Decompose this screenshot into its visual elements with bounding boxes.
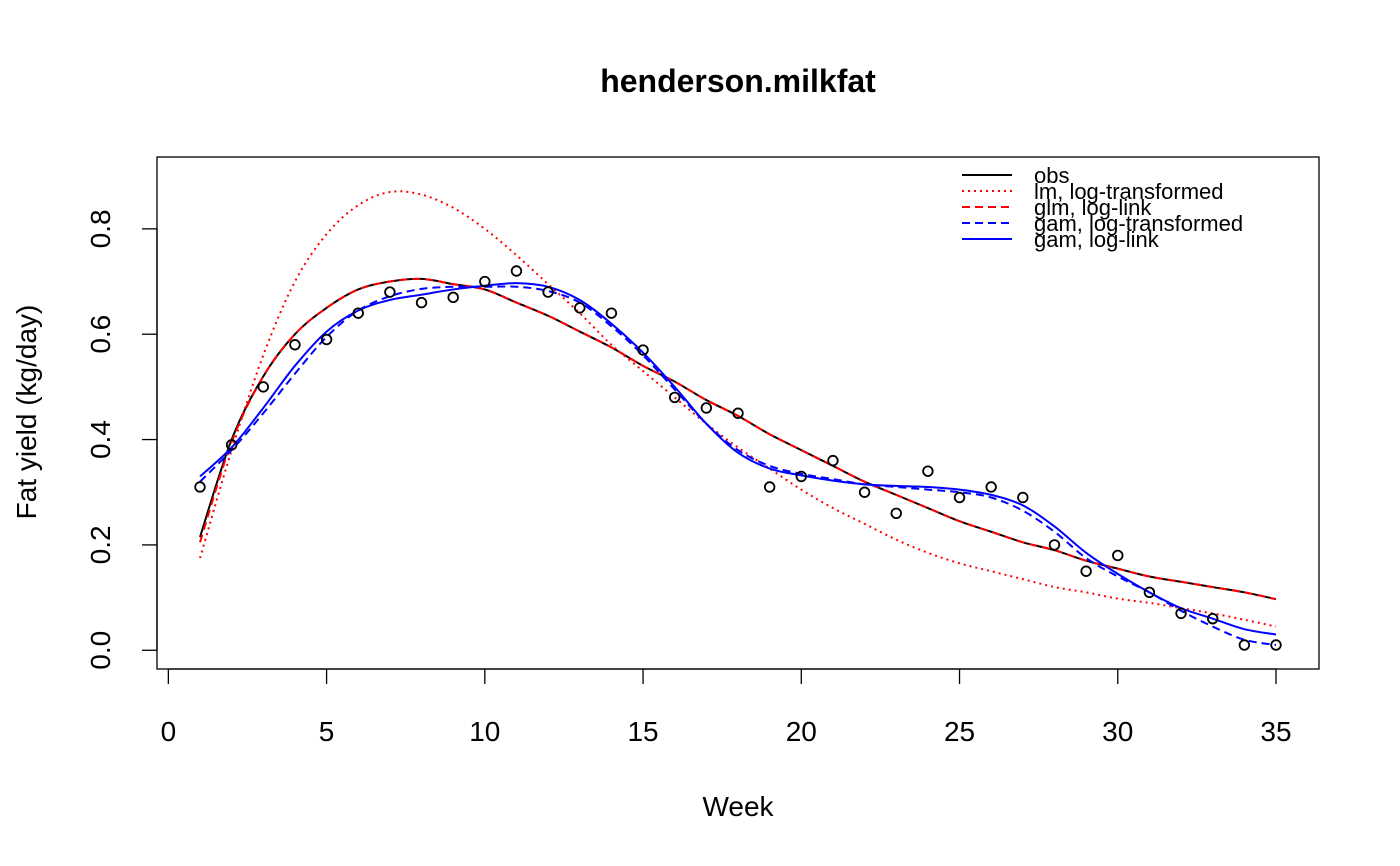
y-tick-label: 0.2: [85, 525, 116, 564]
data-point: [953, 491, 966, 504]
data-point: [669, 391, 681, 404]
y-axis: 0.0 0.2 0.4 0.6 0.8: [85, 209, 158, 670]
data-point: [574, 302, 586, 314]
chart-title: henderson.milkfat: [600, 63, 876, 99]
x-tick-label: 0: [161, 716, 177, 747]
legend-label: gam, log-link: [1034, 227, 1160, 252]
data-point: [827, 454, 839, 467]
x-tick-label: 5: [319, 716, 335, 747]
data-point: [922, 465, 934, 477]
data-point: [257, 381, 269, 393]
x-tick-label: 10: [469, 716, 500, 747]
data-point: [1207, 612, 1219, 625]
data-point: [510, 265, 523, 277]
data-point: [1048, 539, 1061, 551]
data-point: [289, 339, 301, 351]
data-point: [542, 286, 554, 298]
y-tick-label: 0.6: [85, 315, 116, 354]
data-point: [985, 481, 997, 493]
data-point: [1175, 607, 1187, 620]
data-point: [1238, 639, 1251, 651]
data-point: [637, 344, 649, 356]
data-point: [1112, 549, 1124, 562]
y-tick-label: 0.8: [85, 209, 116, 248]
data-point: [890, 507, 902, 520]
data-point: [479, 275, 491, 288]
data-point: [320, 333, 333, 346]
data-point: [1017, 491, 1029, 504]
data-point: [858, 486, 871, 498]
data-point: [1270, 639, 1282, 651]
data-point: [225, 439, 238, 451]
x-tick-label: 25: [944, 716, 975, 747]
legend-label: obs: [1034, 163, 1069, 188]
x-axis-label: Week: [702, 791, 774, 822]
series-line-gam-log-transformed: [199, 285, 1277, 646]
y-tick-label: 0.4: [85, 420, 116, 459]
legend-label: glm, log-link: [1034, 195, 1152, 220]
data-point: [447, 291, 459, 304]
series-line-gam-log-link: [199, 282, 1277, 636]
x-tick-label: 30: [1102, 716, 1133, 747]
data-point: [795, 470, 807, 483]
data-point: [700, 402, 713, 414]
legend-label: gam, log-transformed: [1034, 211, 1243, 236]
series-line-lm-log-transformed: [199, 190, 1277, 628]
data-point: [194, 481, 206, 493]
data-point: [732, 407, 744, 419]
data-point: [605, 307, 618, 319]
data-point: [415, 296, 428, 309]
x-tick-label: 15: [627, 716, 658, 747]
y-tick-label: 0.0: [85, 631, 116, 670]
x-axis: 0 5 10 15 20 25 30 35: [161, 668, 1292, 747]
y-axis-label: Fat yield (kg/day): [11, 305, 42, 520]
x-tick-label: 35: [1260, 716, 1291, 747]
data-point: [352, 307, 364, 319]
data-point: [384, 286, 396, 298]
data-point: [763, 481, 776, 493]
legend-label: lm, log-transformed: [1034, 179, 1224, 204]
data-point: [1080, 565, 1092, 577]
data-point: [1143, 586, 1156, 599]
x-tick-label: 20: [786, 716, 817, 747]
points-layer: [194, 265, 1282, 651]
